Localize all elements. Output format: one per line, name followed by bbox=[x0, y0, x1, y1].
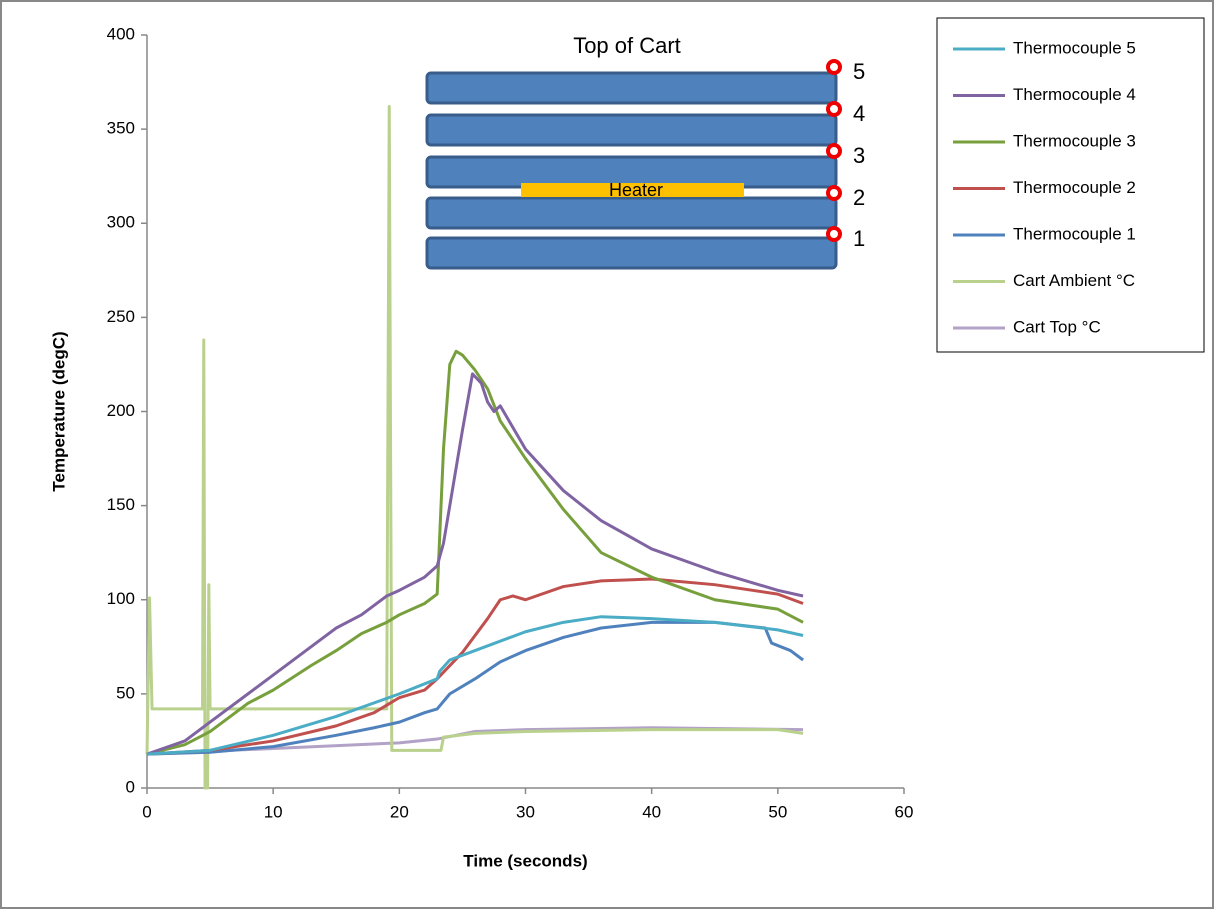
x-tick-label: 20 bbox=[390, 802, 409, 821]
thermocouple-marker bbox=[826, 143, 842, 159]
thermocouple-number: 2 bbox=[853, 185, 865, 210]
cart-layer bbox=[425, 71, 838, 105]
series-line bbox=[145, 105, 804, 790]
x-tick-label: 30 bbox=[516, 802, 535, 821]
y-tick-label: 0 bbox=[126, 777, 135, 796]
heater bbox=[521, 183, 744, 197]
cart-layer bbox=[425, 236, 838, 270]
inset-title: Top of Cart bbox=[573, 33, 681, 58]
legend-label: Thermocouple 3 bbox=[1013, 131, 1136, 150]
y-tick-label: 100 bbox=[107, 589, 135, 608]
thermocouple-marker bbox=[826, 59, 842, 75]
legend-label: Thermocouple 1 bbox=[1013, 224, 1136, 243]
y-tick-label: 300 bbox=[107, 213, 135, 232]
series-line bbox=[146, 372, 804, 756]
x-tick-label: 0 bbox=[142, 802, 151, 821]
series-line bbox=[146, 615, 804, 756]
x-tick-label: 10 bbox=[264, 802, 283, 821]
legend-box bbox=[936, 17, 1205, 353]
y-tick-label: 200 bbox=[107, 401, 135, 420]
y-tick-label: 400 bbox=[107, 24, 135, 43]
legend-label: Thermocouple 5 bbox=[1013, 38, 1136, 57]
y-tick-label: 250 bbox=[107, 307, 135, 326]
thermocouple-number: 1 bbox=[853, 226, 865, 251]
cart-layer bbox=[425, 113, 838, 147]
x-tick-label: 60 bbox=[895, 802, 914, 821]
thermocouple-marker bbox=[826, 101, 842, 117]
x-tick-label: 50 bbox=[768, 802, 787, 821]
thermocouple-marker bbox=[826, 226, 842, 242]
series-line bbox=[146, 349, 804, 756]
legend-label: Thermocouple 4 bbox=[1013, 85, 1136, 104]
x-axis-title: Time (seconds) bbox=[463, 851, 587, 870]
heater-label: Heater bbox=[609, 180, 663, 200]
legend-label: Cart Top °C bbox=[1013, 317, 1101, 336]
y-axis-title: Temperature (degC) bbox=[49, 331, 68, 491]
cart-layer bbox=[425, 196, 838, 230]
x-tick-label: 40 bbox=[642, 802, 661, 821]
y-tick-label: 50 bbox=[116, 683, 135, 702]
thermocouple-number: 4 bbox=[853, 101, 865, 126]
series-line bbox=[146, 577, 804, 756]
y-tick-label: 150 bbox=[107, 495, 135, 514]
thermocouple-marker bbox=[826, 185, 842, 201]
thermocouple-number: 5 bbox=[853, 59, 865, 84]
y-tick-label: 350 bbox=[107, 119, 135, 138]
legend-label: Thermocouple 2 bbox=[1013, 178, 1136, 197]
legend-label: Cart Ambient °C bbox=[1013, 271, 1135, 290]
cart-diagram: Heater Top of Cart 5 4 3 2 1 bbox=[425, 33, 865, 270]
thermocouple-number: 3 bbox=[853, 143, 865, 168]
